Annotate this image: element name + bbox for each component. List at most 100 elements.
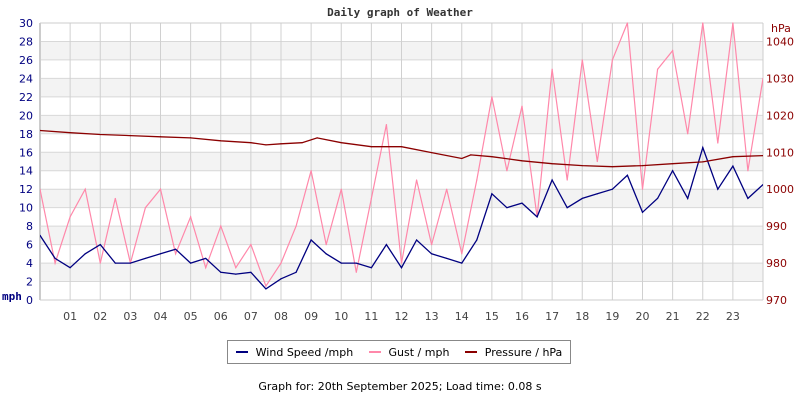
- data-point-wind-speed: [340, 262, 342, 264]
- data-point-gust: [205, 267, 207, 269]
- data-point-gust: [431, 244, 433, 246]
- legend-swatch-wind: [235, 351, 248, 353]
- data-point-gust: [596, 160, 598, 163]
- data-point-wind-speed: [114, 262, 116, 264]
- right-tick-label: 1030: [766, 72, 794, 85]
- x-tick-label: 20: [636, 310, 650, 323]
- data-point-gust: [476, 179, 478, 181]
- data-point-gust: [220, 225, 222, 227]
- data-point-wind-speed: [295, 271, 297, 273]
- data-point-wind-speed: [596, 193, 598, 195]
- data-point-gust: [159, 188, 162, 190]
- left-tick-label: 20: [19, 109, 33, 122]
- data-point-pressure: [521, 160, 523, 162]
- data-point-pressure: [611, 166, 613, 168]
- data-point-pressure: [99, 133, 101, 136]
- x-tick-label: 22: [696, 310, 710, 323]
- left-tick-label: 2: [26, 276, 33, 289]
- data-point-pressure: [672, 163, 674, 165]
- x-tick-label: 18: [575, 310, 589, 323]
- left-tick-label: 6: [26, 239, 33, 252]
- legend-swatch-gust: [368, 351, 381, 353]
- data-point-wind-speed: [581, 197, 583, 200]
- x-tick-label: 10: [334, 310, 348, 323]
- x-tick-label: 03: [123, 310, 137, 323]
- data-point-gust: [114, 197, 116, 200]
- data-point-wind-speed: [190, 262, 192, 264]
- data-point-gust: [190, 216, 192, 218]
- x-tick-label: 15: [485, 310, 499, 323]
- data-point-wind-speed: [611, 188, 613, 190]
- x-tick-label: 01: [63, 310, 77, 323]
- data-point-pressure: [340, 142, 342, 144]
- data-point-gust: [551, 68, 553, 70]
- left-tick-label: 0: [26, 294, 33, 307]
- data-point-pressure: [69, 132, 71, 134]
- data-point-gust: [144, 207, 147, 209]
- data-point-pressure: [641, 164, 644, 167]
- data-point-pressure: [732, 156, 734, 158]
- left-tick-label: 8: [26, 220, 33, 233]
- data-point-wind-speed: [370, 267, 372, 269]
- x-tick-label: 23: [726, 310, 740, 323]
- right-tick-label: 1020: [766, 109, 794, 122]
- data-point-gust: [626, 22, 629, 24]
- data-point-wind-speed: [491, 193, 493, 195]
- x-tick-label: 04: [154, 310, 168, 323]
- data-point-wind-speed: [250, 271, 252, 273]
- data-point-wind-speed: [235, 273, 237, 275]
- data-point-wind-speed: [461, 262, 463, 264]
- data-point-gust: [250, 244, 252, 246]
- data-point-gust: [280, 262, 282, 264]
- data-point-wind-speed: [446, 257, 448, 260]
- data-point-wind-speed: [205, 257, 207, 260]
- left-tick-label: 28: [19, 35, 33, 48]
- data-point-gust: [265, 285, 267, 287]
- x-tick-label: 11: [364, 310, 378, 323]
- data-point-gust: [702, 22, 704, 24]
- chart-title: Daily graph of Weather: [327, 6, 473, 19]
- data-point-gust: [521, 105, 523, 107]
- data-point-wind-speed: [265, 288, 267, 290]
- right-axis-label: hPa: [771, 22, 791, 35]
- data-point-wind-speed: [40, 234, 41, 236]
- legend-label-wind: Wind Speed /mph: [255, 345, 354, 359]
- data-point-wind-speed: [415, 239, 418, 241]
- legend-item-wind: Wind Speed /mph: [235, 345, 354, 359]
- data-point-gust: [732, 22, 734, 24]
- data-point-gust: [672, 50, 674, 52]
- data-point-gust: [69, 216, 71, 218]
- data-point-wind-speed: [325, 253, 327, 255]
- data-point-gust: [84, 188, 86, 190]
- data-point-wind-speed: [220, 271, 222, 273]
- data-point-gust: [461, 253, 463, 255]
- data-point-wind-speed: [280, 278, 282, 280]
- data-point-gust: [355, 271, 357, 273]
- data-point-gust: [446, 188, 448, 190]
- right-tick-label: 1040: [766, 35, 794, 48]
- data-point-wind-speed: [566, 207, 568, 209]
- data-point-gust: [235, 267, 237, 269]
- data-point-pressure: [370, 146, 372, 148]
- right-tick-label: 1010: [766, 146, 794, 159]
- x-tick-label: 17: [545, 310, 559, 323]
- data-point-pressure: [220, 140, 222, 142]
- data-point-pressure: [702, 161, 704, 163]
- series-line-pressure: [40, 129, 763, 168]
- data-point-pressure: [316, 137, 318, 139]
- data-point-gust: [415, 179, 418, 181]
- legend-swatch-pressure: [464, 351, 477, 353]
- x-tick-label: 02: [93, 310, 107, 323]
- data-point-gust: [340, 188, 342, 190]
- left-tick-label: 12: [19, 183, 33, 196]
- data-point-wind-speed: [702, 147, 704, 149]
- data-point-pressure: [40, 129, 41, 132]
- data-point-wind-speed: [536, 216, 538, 218]
- data-point-gust: [400, 262, 403, 264]
- left-tick-label: 18: [19, 128, 33, 141]
- x-tick-label: 12: [395, 310, 409, 323]
- data-point-wind-speed: [84, 253, 86, 255]
- data-point-wind-speed: [687, 197, 689, 200]
- x-tick-label: 21: [666, 310, 680, 323]
